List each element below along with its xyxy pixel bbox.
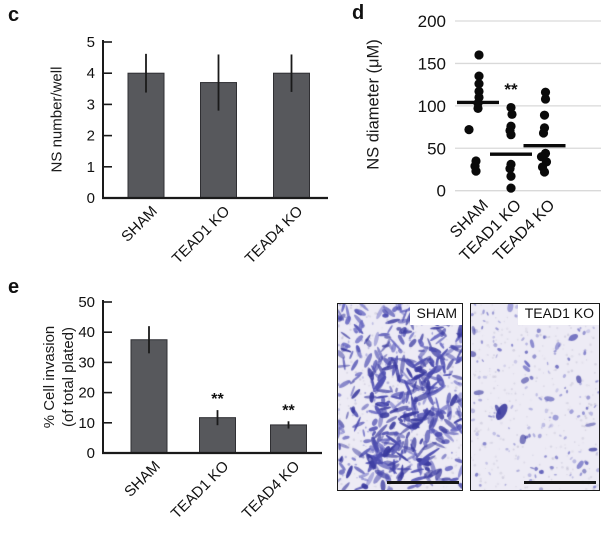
e-bar-0 bbox=[130, 339, 168, 454]
panel-e-letter: e bbox=[8, 276, 20, 298]
c-category-label-1: TEAD1 KO bbox=[169, 203, 233, 267]
d-point-sham bbox=[464, 125, 474, 135]
d-point-tead1-ko bbox=[506, 102, 516, 113]
c-ytick-label: 3 bbox=[87, 96, 95, 113]
d-ytick-label: 0 bbox=[437, 182, 446, 201]
d-ytick-label: 100 bbox=[418, 97, 446, 116]
e-ytick-label: 30 bbox=[78, 354, 95, 371]
d-ytick-label: 150 bbox=[418, 54, 446, 73]
d-ytick-label: 200 bbox=[418, 12, 446, 31]
d-point-sham bbox=[473, 103, 483, 113]
e-ytick-label: 20 bbox=[78, 385, 95, 402]
d-point-tead4-ko bbox=[539, 167, 550, 177]
d-point-sham bbox=[471, 166, 481, 176]
d-significance-1: ** bbox=[504, 80, 518, 99]
c-category-label-0: SHAM bbox=[118, 203, 161, 246]
microscopy-canvas-tead1ko bbox=[471, 304, 599, 490]
c-ytick-label: 2 bbox=[87, 128, 95, 145]
e-ytick-label: 10 bbox=[78, 415, 95, 432]
e-category-label-0: SHAM bbox=[121, 458, 164, 501]
e-significance-2: ** bbox=[282, 402, 295, 419]
e-category-label-1: TEAD1 KO bbox=[168, 458, 232, 522]
d-point-tead4-ko bbox=[540, 87, 551, 97]
c-bar-2 bbox=[273, 72, 310, 199]
d-point-sham bbox=[474, 50, 484, 60]
e-category-label-2: TEAD4 KO bbox=[239, 458, 303, 522]
e-significance-1: ** bbox=[211, 391, 224, 408]
microscopy-label-sham: SHAM bbox=[409, 304, 462, 325]
panel-c-letter: c bbox=[8, 4, 20, 26]
microscopy-image-sham: SHAM bbox=[337, 303, 463, 491]
d-point-tead1-ko bbox=[506, 130, 516, 140]
c-ytick-label: 4 bbox=[87, 65, 95, 82]
e-ytick-label: 40 bbox=[78, 324, 95, 341]
e-ytick-label: 0 bbox=[87, 445, 95, 462]
e-ytick-label: 50 bbox=[78, 294, 95, 311]
microscopy-canvas-sham bbox=[338, 304, 462, 490]
d-point-tead1-ko bbox=[507, 109, 517, 119]
d-point-tead1-ko bbox=[506, 183, 516, 193]
d-point-tead1-ko bbox=[505, 164, 515, 174]
d-point-tead4-ko bbox=[539, 110, 550, 120]
microscopy-image-tead1ko: TEAD1 KO bbox=[470, 303, 600, 491]
d-point-sham bbox=[474, 79, 484, 89]
c-ytick-label: 1 bbox=[87, 159, 95, 176]
microscopy-label-tead1ko: TEAD1 KO bbox=[517, 304, 599, 325]
c-category-label-2: TEAD4 KO bbox=[242, 203, 306, 267]
c-ytick-label: 0 bbox=[87, 190, 95, 207]
d-ytick-label: 50 bbox=[427, 139, 446, 158]
c-ytick-label: 5 bbox=[87, 34, 95, 51]
d-point-tead4-ko bbox=[538, 128, 549, 138]
scale-bar-sham bbox=[387, 481, 459, 484]
panel-d-letter: d bbox=[352, 2, 365, 24]
d-point-sham bbox=[474, 71, 484, 81]
d-point-tead1-ko bbox=[506, 171, 516, 181]
e-bar-2 bbox=[270, 424, 307, 454]
d-point-tead4-ko bbox=[540, 94, 551, 104]
scale-bar-tead1ko bbox=[524, 481, 596, 484]
